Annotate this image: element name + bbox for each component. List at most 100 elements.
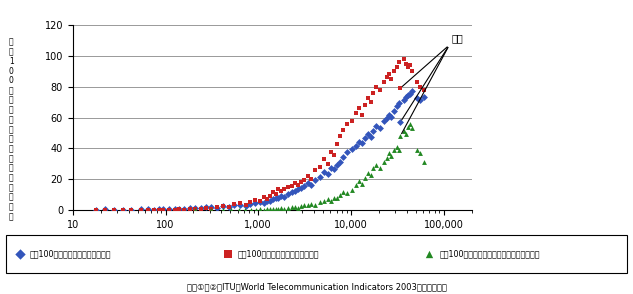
Point xyxy=(375,166,385,171)
Point xyxy=(283,192,293,196)
Point xyxy=(170,207,180,211)
Point xyxy=(290,205,300,209)
Point xyxy=(91,207,101,212)
Point xyxy=(386,77,396,81)
Point xyxy=(240,207,250,212)
Point xyxy=(401,132,411,137)
Point xyxy=(332,162,342,167)
Point xyxy=(382,75,392,80)
Point xyxy=(319,157,329,162)
Point xyxy=(255,199,265,203)
Point xyxy=(351,111,361,115)
Point xyxy=(360,103,370,108)
Point xyxy=(99,208,110,213)
Point xyxy=(201,205,211,210)
Point xyxy=(259,207,269,212)
Point xyxy=(290,188,300,193)
Point xyxy=(319,198,329,203)
Point xyxy=(265,207,275,212)
Point xyxy=(391,144,401,149)
Text: 人口100人当たりの携帯電話加入数: 人口100人当たりの携帯電話加入数 xyxy=(238,250,319,259)
Point xyxy=(418,88,429,92)
Point xyxy=(395,120,405,125)
Point xyxy=(351,144,361,148)
Point xyxy=(212,205,222,210)
Point xyxy=(165,207,175,211)
Point xyxy=(408,69,418,74)
Point xyxy=(319,170,329,175)
Point xyxy=(262,207,272,212)
Point xyxy=(229,203,239,208)
Point xyxy=(335,134,345,138)
Point xyxy=(170,207,180,212)
Point xyxy=(206,206,216,211)
Point xyxy=(276,188,286,193)
Point xyxy=(399,57,409,61)
Point xyxy=(293,182,303,187)
Point xyxy=(310,168,320,172)
Point xyxy=(158,207,168,212)
Point xyxy=(287,183,297,188)
Point xyxy=(384,151,394,155)
Point xyxy=(418,94,429,99)
X-axis label: 1人当たりGNI（ドル／人）: 1人当たりGNI（ドル／人） xyxy=(231,234,313,244)
Point xyxy=(299,203,309,208)
Point xyxy=(389,69,399,74)
Point xyxy=(245,201,255,206)
Point xyxy=(379,160,389,165)
Point xyxy=(279,194,289,199)
Point xyxy=(293,206,303,210)
Point xyxy=(118,207,128,212)
Point xyxy=(125,207,135,212)
Point xyxy=(315,165,325,169)
Point xyxy=(357,181,367,186)
Point xyxy=(185,207,196,211)
Point xyxy=(375,125,385,130)
Point xyxy=(268,190,279,195)
Point xyxy=(315,175,325,179)
Point xyxy=(271,195,281,200)
Point xyxy=(179,207,189,212)
Point xyxy=(395,86,405,91)
Point xyxy=(329,167,339,172)
Point xyxy=(382,155,392,160)
Point xyxy=(329,195,339,200)
Point xyxy=(347,118,357,123)
Point xyxy=(250,201,260,205)
Point xyxy=(386,154,396,158)
Point xyxy=(332,196,342,201)
Point xyxy=(389,108,399,113)
Point xyxy=(436,78,446,83)
Point xyxy=(363,95,373,100)
Point xyxy=(196,206,206,211)
Point xyxy=(354,178,364,183)
Point xyxy=(143,207,153,212)
Point xyxy=(299,178,309,183)
Point xyxy=(265,199,275,204)
Point xyxy=(276,194,286,198)
Point xyxy=(342,121,352,126)
Point xyxy=(212,205,222,210)
Point xyxy=(293,187,303,192)
Point xyxy=(404,121,415,126)
Point xyxy=(399,98,409,102)
Point xyxy=(191,206,201,211)
Point xyxy=(366,100,376,105)
Point xyxy=(154,208,164,212)
Point xyxy=(273,207,284,211)
Point xyxy=(265,193,275,198)
Point xyxy=(262,196,272,201)
Point xyxy=(174,206,184,211)
Text: 人口100人当たりの固定電話回線数: 人口100人当たりの固定電話回線数 xyxy=(30,250,111,259)
Point xyxy=(303,202,313,207)
Point xyxy=(154,207,164,212)
Point xyxy=(191,206,201,210)
Point xyxy=(306,176,316,181)
Point xyxy=(276,206,286,211)
Point xyxy=(306,201,316,206)
Point xyxy=(347,147,357,152)
Point xyxy=(357,112,367,117)
Point xyxy=(363,131,373,136)
Point xyxy=(191,208,201,212)
Point xyxy=(259,195,269,199)
